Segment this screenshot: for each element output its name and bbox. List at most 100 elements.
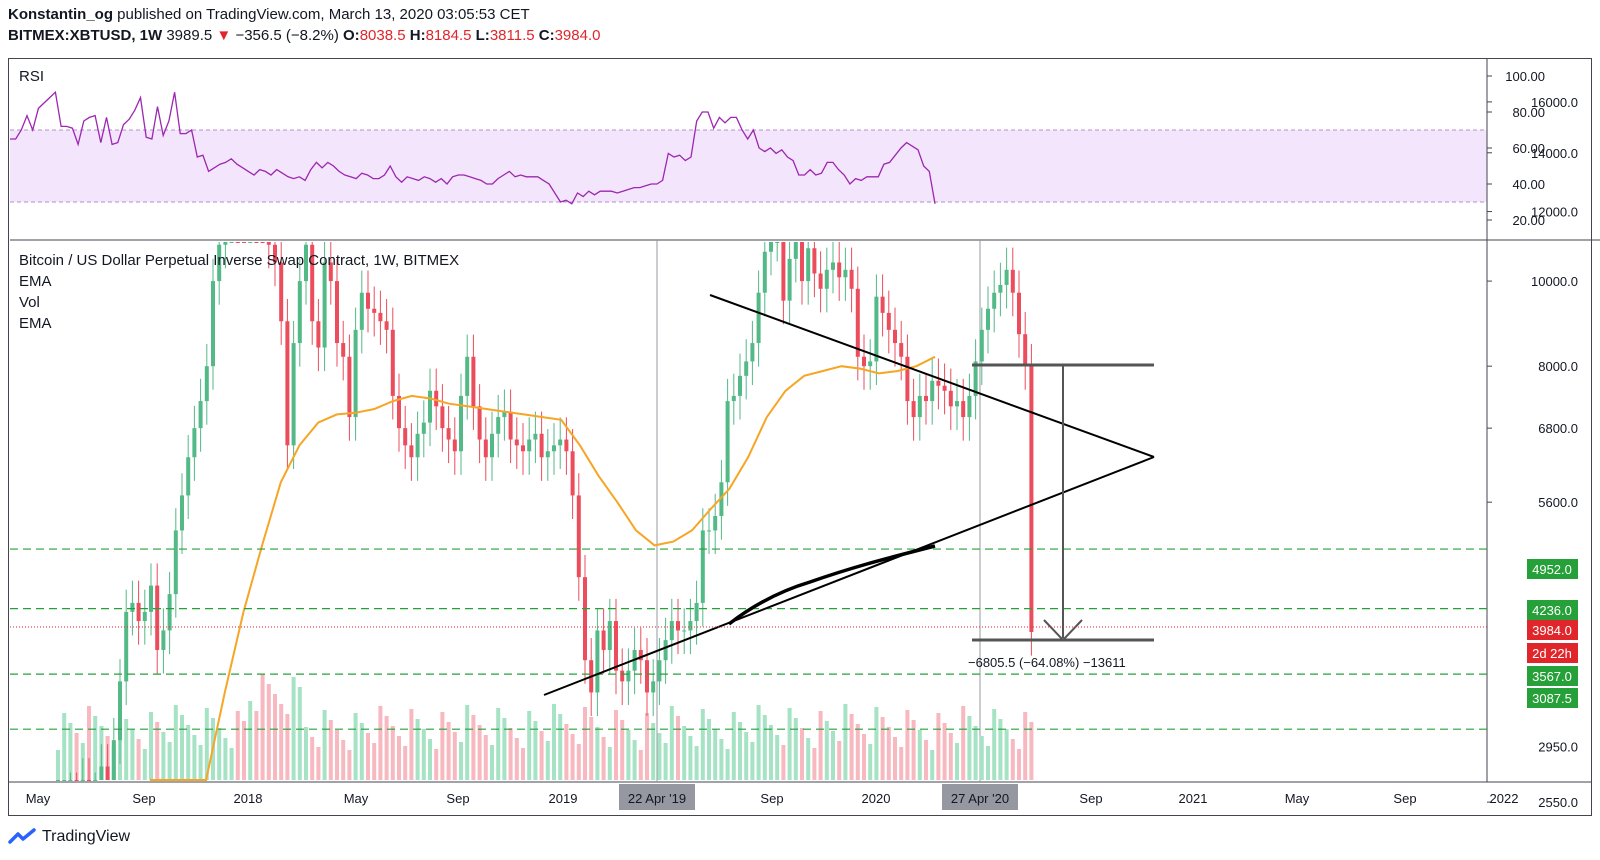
candle-body xyxy=(217,244,222,282)
volume-bar xyxy=(421,729,426,780)
time-tick-label: Sep xyxy=(1393,791,1416,806)
volume-bar xyxy=(304,727,308,780)
volume-bar xyxy=(905,710,910,780)
candle-body xyxy=(1017,292,1021,335)
candle-body xyxy=(477,406,482,440)
candle-body xyxy=(638,650,643,661)
time-axis[interactable]: May Sep 2018 May Sep 2019 22 Apr '19 Sep 2020 27 … xyxy=(26,784,1519,810)
volume-bar xyxy=(397,736,401,780)
volume-bar xyxy=(180,715,184,780)
time-tick-label: Sep xyxy=(446,791,469,806)
candle-body xyxy=(731,395,736,402)
level-label-3087: 3087.5 xyxy=(1527,688,1578,708)
volume-bar xyxy=(161,732,166,780)
volume-bar xyxy=(688,736,693,780)
candle-body xyxy=(917,395,922,418)
time-tick-label: May xyxy=(26,791,51,806)
candle-body xyxy=(930,380,935,402)
author-name[interactable]: Konstantin_og xyxy=(8,6,113,23)
triangle-lower-line[interactable] xyxy=(543,456,1155,696)
volume-bar xyxy=(87,706,91,780)
volume-bar xyxy=(576,744,581,780)
candle-body xyxy=(527,439,532,452)
volume-bar xyxy=(620,720,625,780)
candle-body xyxy=(793,242,798,259)
candle-body xyxy=(545,451,550,458)
volume-bar xyxy=(899,747,904,780)
legend-ema-1[interactable]: EMA xyxy=(19,273,52,290)
candle-body xyxy=(564,439,569,452)
legend-ema-2[interactable]: EMA xyxy=(19,315,52,332)
horizontal-levels[interactable] xyxy=(10,548,1487,730)
candle-body xyxy=(502,411,507,418)
volume-bar xyxy=(310,737,315,780)
candle-body xyxy=(955,401,959,407)
volume-bar xyxy=(967,716,972,780)
candle-body xyxy=(800,242,804,282)
candle-body xyxy=(347,356,352,418)
volume-bar xyxy=(651,723,656,780)
candle-body xyxy=(707,530,711,532)
legend-vol[interactable]: Vol xyxy=(19,294,40,311)
candle-body xyxy=(452,439,457,452)
volume-bar xyxy=(291,677,296,780)
volume-bar xyxy=(831,731,835,780)
volume-bar xyxy=(998,719,1003,780)
legend-rsi[interactable]: RSI xyxy=(19,68,45,85)
volume-bar xyxy=(68,723,73,780)
volume-bar xyxy=(744,732,749,780)
candle-body xyxy=(595,630,600,693)
candle-body xyxy=(403,428,408,446)
volume-bar xyxy=(961,706,966,780)
candle-body xyxy=(533,433,538,440)
volume-bar xyxy=(341,740,346,780)
candle-body xyxy=(167,594,172,631)
candle-body xyxy=(359,292,364,330)
level-label-3567: 3567.0 xyxy=(1527,666,1578,686)
candle-body xyxy=(372,308,377,313)
brand-name: TradingView xyxy=(42,828,131,845)
candle-body xyxy=(552,445,556,452)
close-value: 3984.0 xyxy=(554,27,601,44)
volume-bar xyxy=(676,716,680,780)
price-tick-label: 8000.0 xyxy=(1538,359,1578,374)
volume-bar xyxy=(806,738,811,780)
volume-bar xyxy=(167,742,172,780)
candles xyxy=(56,242,1034,781)
candle-body xyxy=(992,292,997,309)
volume-bar xyxy=(917,730,922,780)
price-axis[interactable]: 16000.0 14000.0 12000.0 10000.0 8000.0 6800.0… xyxy=(1487,95,1578,810)
volume-bar xyxy=(837,741,842,780)
price-tick-label: 12000.0 xyxy=(1531,205,1578,220)
volume-bar xyxy=(756,705,761,780)
volume-bar xyxy=(192,735,197,780)
volume-bar xyxy=(136,739,141,780)
volume-bar xyxy=(775,735,780,780)
triangle-upper-line[interactable] xyxy=(709,294,1155,458)
candle-body xyxy=(855,288,860,357)
volume-bar xyxy=(285,714,290,780)
volume-bars xyxy=(56,674,1034,780)
candle-body xyxy=(198,401,203,429)
candle-body xyxy=(676,621,680,631)
volume-bar xyxy=(713,729,718,780)
volume-bar xyxy=(440,712,445,780)
candle-body xyxy=(787,258,792,301)
candle-body xyxy=(124,611,129,682)
candle-body xyxy=(316,321,321,348)
candle-body xyxy=(725,401,730,483)
volume-bar xyxy=(558,714,563,780)
volume-bar xyxy=(800,728,804,780)
down-arrow-icon: ▼ xyxy=(216,27,232,44)
candle-body xyxy=(310,244,315,322)
candle-body xyxy=(669,621,674,641)
volume-bar xyxy=(657,733,662,780)
footer-brand[interactable]: TradingView xyxy=(8,828,130,846)
volume-bar xyxy=(316,747,321,780)
volume-bar xyxy=(471,715,476,780)
time-tick-label: 2019 xyxy=(549,791,578,806)
candle-body xyxy=(893,329,897,344)
volume-bar xyxy=(911,720,916,780)
candle-body xyxy=(626,670,631,682)
